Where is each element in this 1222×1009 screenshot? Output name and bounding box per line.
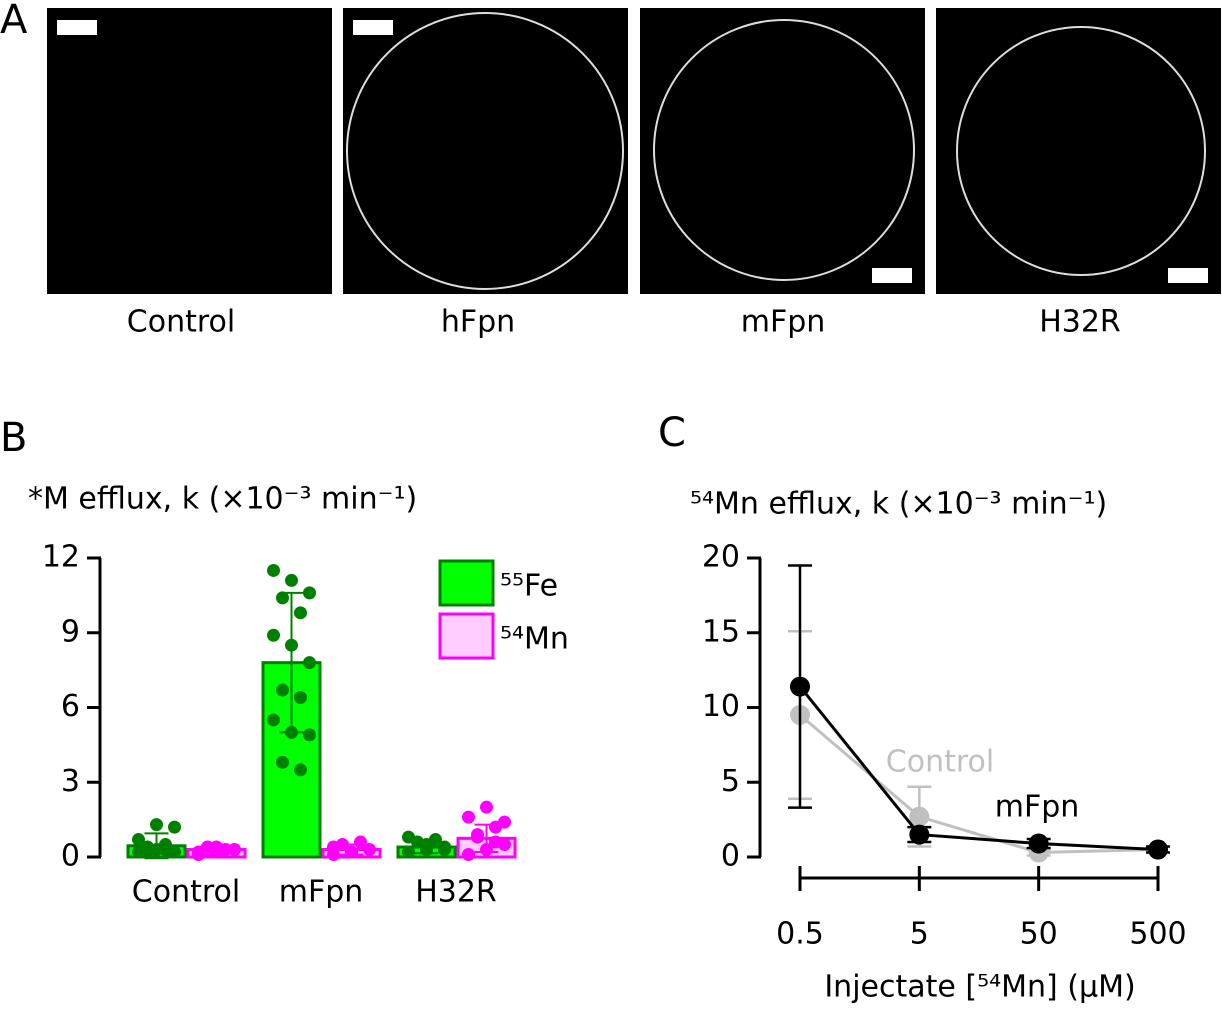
marker bbox=[1148, 839, 1168, 860]
line bbox=[799, 713, 1159, 855]
data-point bbox=[327, 840, 340, 854]
data-point bbox=[285, 638, 298, 652]
data-point bbox=[345, 845, 358, 859]
micrographs bbox=[47, 8, 1221, 294]
y-tick-label: 10 bbox=[702, 689, 740, 724]
x-tick-label: 50 bbox=[1020, 917, 1058, 952]
data-point bbox=[276, 755, 289, 769]
image-caption: H32R bbox=[1039, 305, 1121, 340]
y-tick-label: 0 bbox=[721, 839, 740, 874]
data-point bbox=[276, 591, 289, 605]
data-point bbox=[192, 845, 205, 859]
data-point bbox=[363, 843, 376, 857]
data-point bbox=[276, 683, 289, 697]
image bbox=[936, 8, 1221, 294]
data-point bbox=[294, 763, 307, 777]
data-point bbox=[489, 835, 502, 849]
image bbox=[47, 8, 332, 294]
y-tick-label: 12 bbox=[42, 540, 80, 575]
data-point bbox=[141, 845, 154, 859]
data-point bbox=[402, 845, 415, 859]
data-point bbox=[285, 725, 298, 739]
cell-outline bbox=[653, 19, 915, 281]
panel-letter: B bbox=[0, 415, 27, 461]
data-point bbox=[294, 691, 307, 705]
image bbox=[640, 8, 925, 294]
panel-letter: A bbox=[0, 0, 28, 43]
cell-outline bbox=[956, 26, 1206, 276]
scale-bar bbox=[57, 20, 97, 35]
data-point bbox=[498, 815, 511, 829]
y-tick-label: 3 bbox=[61, 764, 80, 799]
image bbox=[343, 8, 628, 294]
data-point bbox=[267, 563, 280, 577]
data-point bbox=[294, 606, 307, 620]
marker bbox=[790, 676, 810, 697]
legend-label: ⁵⁴Mn bbox=[500, 622, 569, 657]
x-tick-label: H32R bbox=[415, 875, 497, 910]
data-point bbox=[267, 713, 280, 727]
x-tick-label: mFpn bbox=[279, 875, 364, 910]
marker bbox=[1028, 833, 1049, 854]
image-caption: mFpn bbox=[741, 305, 826, 340]
panel-letter: C bbox=[658, 410, 686, 456]
data-point bbox=[480, 843, 493, 857]
axis-title: *M efflux, k (×10⁻³ min⁻¹) bbox=[28, 482, 417, 517]
scale-bar bbox=[353, 20, 393, 35]
legend-label: ⁵⁵Fe bbox=[500, 569, 558, 604]
scale-bar bbox=[872, 268, 912, 283]
y-tick-label: 6 bbox=[61, 689, 80, 724]
marker bbox=[909, 806, 930, 827]
x-tick-label: Control bbox=[132, 875, 240, 910]
data-point bbox=[150, 818, 163, 832]
series-label: mFpn bbox=[995, 790, 1080, 825]
data-point bbox=[480, 800, 493, 814]
data-point bbox=[303, 586, 316, 600]
y-tick-label: 15 bbox=[702, 614, 740, 649]
axis-title: ⁵⁴Mn efflux, k (×10⁻³ min⁻¹) bbox=[690, 487, 1107, 522]
data-point bbox=[303, 656, 316, 670]
data-point bbox=[354, 835, 367, 849]
data-point bbox=[210, 840, 223, 854]
data-point bbox=[159, 843, 172, 857]
data-point bbox=[471, 828, 484, 842]
data-point bbox=[168, 820, 181, 834]
legend-swatch bbox=[438, 559, 495, 607]
data-point bbox=[438, 843, 451, 857]
image-caption: hFpn bbox=[441, 305, 515, 340]
cell-outline bbox=[346, 12, 624, 290]
x-tick-label: 5 bbox=[910, 917, 929, 952]
data-point bbox=[420, 838, 433, 852]
scale-bar bbox=[1168, 268, 1208, 283]
image-caption: Control bbox=[127, 305, 235, 340]
data-point bbox=[462, 810, 475, 824]
y-tick-label: 20 bbox=[702, 540, 740, 575]
data-point bbox=[267, 628, 280, 642]
y-tick-label: 9 bbox=[61, 614, 80, 649]
y-tick-label: 5 bbox=[721, 764, 740, 799]
data-point bbox=[132, 833, 145, 847]
data-point bbox=[462, 848, 475, 862]
line bbox=[798, 685, 1159, 852]
x-tick-label: 500 bbox=[1129, 917, 1186, 952]
marker bbox=[909, 824, 930, 845]
data-point bbox=[228, 843, 241, 857]
series-label: Control bbox=[886, 745, 994, 780]
data-point bbox=[285, 573, 298, 587]
legend-swatch bbox=[438, 612, 495, 660]
x-axis-title: Injectate [⁵⁴Mn] (μM) bbox=[824, 970, 1135, 1005]
data-point bbox=[402, 830, 415, 844]
data-point bbox=[303, 728, 316, 742]
y-tick-label: 0 bbox=[61, 839, 80, 874]
x-tick-label: 0.5 bbox=[776, 917, 824, 952]
